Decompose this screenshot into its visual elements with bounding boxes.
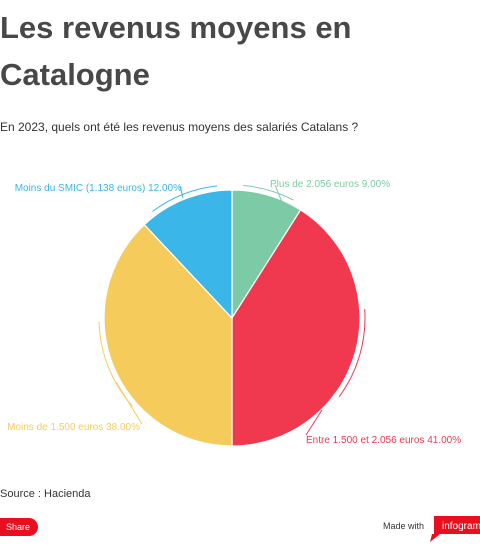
label-leader-arc [338,309,366,397]
chart-subtitle: En 2023, quels ont été les revenus moyen… [0,120,359,134]
pie-labels: Plus de 2.056 euros 9.00% Entre 1.500 et … [7,179,461,446]
pie-slice[interactable] [143,189,233,320]
pie-chart: Plus de 2.056 euros 9.00% Entre 1.500 et … [7,179,461,447]
slice-label: Plus de 2.056 euros 9.00% [270,179,390,190]
label-leader-arc [152,185,218,212]
pie-slice[interactable] [231,209,361,447]
slice-label: Moins du SMIC (1.138 euros) 12.00% [15,183,182,194]
pie-slice[interactable] [103,223,233,447]
made-with-label: Made with [383,521,425,531]
slice-label: Moins de 1.500 euros 38.00% [7,422,140,433]
source-note: Source : Hacienda [0,488,91,500]
share-button[interactable]: Share [0,518,38,536]
label-leader-line [305,409,323,436]
label-leader-arc [243,184,294,201]
svg-text:infogram: infogram [442,521,480,532]
slice-label: Entre 1.500 et 2.056 euros 41.00% [306,435,461,446]
label-leader-line [274,184,283,203]
label-leader-line [179,185,184,199]
chart-title: Les revenus moyens en Catalogne [0,10,352,92]
label-leader-line [115,381,143,425]
pie-slices [103,189,361,447]
infogram-logo[interactable]: infogram [428,516,480,542]
